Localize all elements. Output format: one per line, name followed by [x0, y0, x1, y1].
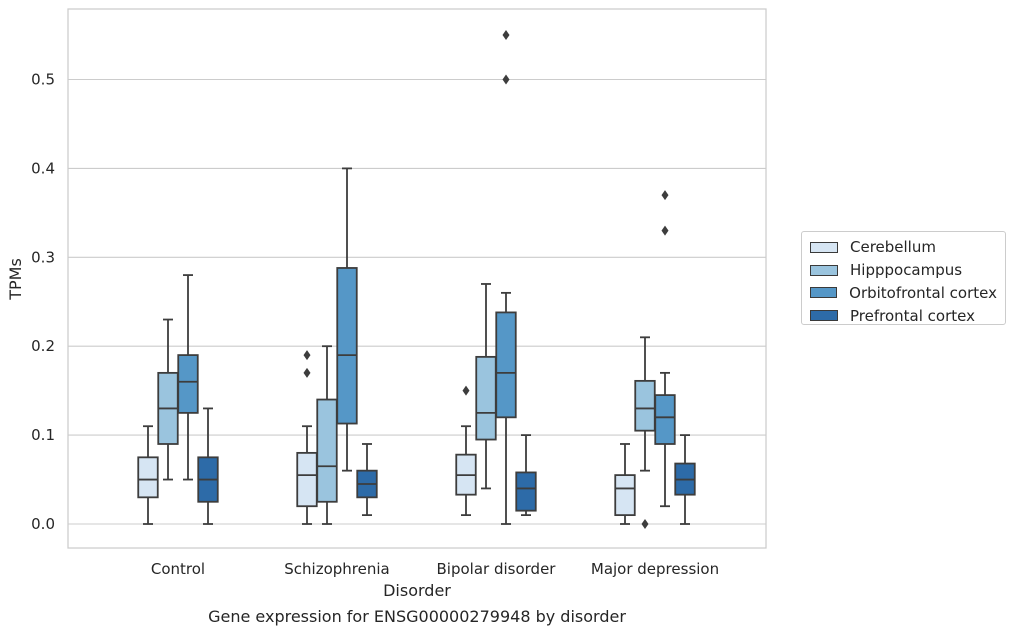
legend-label-hippocampus: Hipppocampus: [850, 261, 963, 280]
x-tick-label: Bipolar disorder: [437, 560, 557, 578]
box-cerebellum: [455, 385, 477, 517]
outlier-point: [661, 190, 669, 201]
box-prefrontal-cortex: [197, 407, 219, 525]
box-orbitofrontal-cortex: [495, 30, 517, 525]
y-tick-label: 0.1: [31, 426, 55, 444]
box-cerebellum: [614, 443, 636, 525]
outlier-point: [661, 225, 669, 236]
box-cerebellum: [296, 350, 318, 525]
box-orbitofrontal-cortex: [654, 190, 676, 508]
y-tick-label: 0.5: [31, 71, 55, 89]
box-iqr: [316, 398, 338, 503]
outlier-point: [641, 519, 649, 529]
legend-item-prefrontal-cortex: Prefrontal cortex: [810, 304, 997, 327]
y-tick-labels: 0.0 0.1 0.2 0.3 0.4 0.5: [31, 71, 55, 534]
box-iqr: [634, 379, 656, 432]
box-prefrontal-cortex: [515, 434, 537, 517]
legend-swatch-cerebellum: [810, 241, 838, 253]
legend-label-prefrontal-cortex: Prefrontal cortex: [850, 306, 975, 325]
box-hipppocampus: [475, 283, 497, 490]
box-iqr: [515, 471, 537, 512]
box-iqr: [296, 451, 318, 508]
y-tick-label: 0.3: [31, 248, 55, 266]
outlier-point: [502, 30, 510, 41]
y-tick-label: 0.2: [31, 337, 55, 355]
box-hipppocampus: [316, 345, 338, 525]
legend-item-cerebellum: Cerebellum: [810, 236, 997, 259]
x-tick-labels: Control Schizophrenia Bipolar disorder Majo…: [151, 560, 719, 578]
box-plot-series: [137, 30, 696, 529]
outlier-point: [303, 367, 311, 378]
box-prefrontal-cortex: [356, 443, 378, 517]
outlier-point: [502, 74, 510, 85]
box-iqr: [475, 355, 497, 441]
box-hipppocampus: [157, 318, 179, 481]
x-tick-label: Major depression: [591, 560, 719, 578]
y-tick-label: 0.0: [31, 515, 55, 533]
box-iqr: [614, 474, 636, 517]
y-tick-label: 0.4: [31, 159, 55, 177]
legend-item-hippocampus: Hipppocampus: [810, 259, 997, 282]
box-prefrontal-cortex: [674, 434, 696, 525]
box-iqr: [495, 311, 517, 419]
grid-lines: [68, 78, 766, 525]
outlier-point: [462, 385, 470, 396]
legend-swatch-prefrontal-cortex: [810, 310, 838, 322]
box-orbitofrontal-cortex: [336, 167, 358, 472]
box-iqr: [137, 456, 159, 499]
legend-swatch-orbitofrontal-cortex: [810, 287, 838, 299]
outlier-point: [303, 350, 311, 361]
box-iqr: [654, 394, 676, 445]
chart-caption: Gene expression for ENSG00000279948 by d…: [208, 607, 626, 626]
legend-label-orbitofrontal-cortex: Orbitofrontal cortex: [849, 283, 997, 302]
legend-label-cerebellum: Cerebellum: [850, 238, 936, 257]
legend: Cerebellum Hipppocampus Orbitofrontal co…: [801, 231, 1006, 325]
box-cerebellum: [137, 425, 159, 525]
box-hipppocampus: [634, 336, 656, 529]
plot-frame: [67, 8, 767, 549]
x-tick-label: Control: [151, 560, 205, 578]
box-orbitofrontal-cortex: [177, 274, 199, 481]
x-axis-label: Disorder: [383, 581, 451, 600]
legend-swatch-hippocampus: [810, 264, 838, 276]
y-axis-label: TPMs: [6, 258, 25, 301]
box-iqr: [336, 267, 358, 425]
x-tick-label: Schizophrenia: [284, 560, 389, 578]
legend-item-orbitofrontal-cortex: Orbitofrontal cortex: [810, 282, 997, 305]
box-iqr: [177, 354, 199, 414]
